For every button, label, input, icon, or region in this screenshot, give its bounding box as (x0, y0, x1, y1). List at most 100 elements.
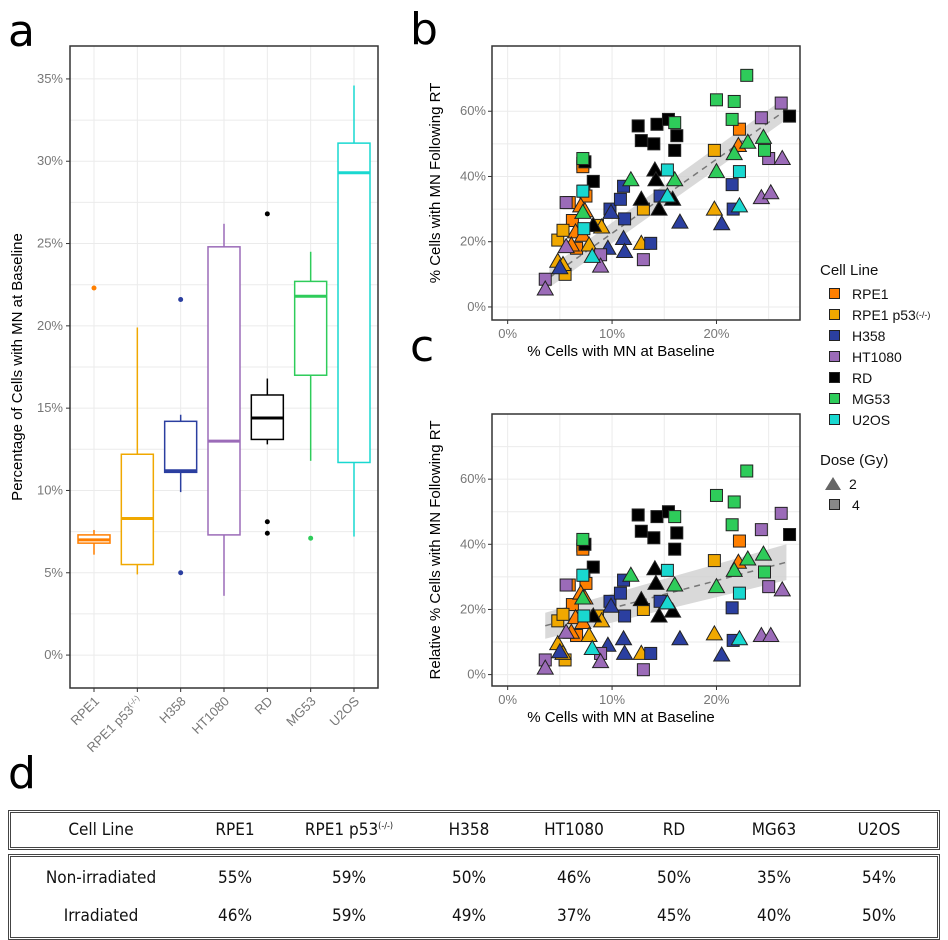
header-text: Cell Line (68, 820, 134, 840)
table-body: Non-irradiated 55% 59% 50% 46% 50% 35% 54% Irrad… (8, 854, 940, 940)
data-point-square (586, 560, 600, 574)
data-point-square (762, 580, 776, 594)
data-point-triangle (712, 214, 731, 231)
data-point-square (725, 112, 739, 126)
plot-border (491, 413, 801, 687)
table-cell: 59% (332, 868, 366, 888)
table-header-row: Cell Line RPE1 RPE1 p53(-/-) H358 HT1080 RD MG… (8, 810, 940, 850)
table-cell: 50% (452, 868, 486, 888)
data-point-square (670, 526, 684, 540)
legend-label: H358 (852, 327, 886, 344)
table-cell: 49% (452, 906, 486, 926)
data-point-square (559, 196, 573, 210)
data-point-square (631, 508, 645, 522)
table-cell: 50% (657, 868, 691, 888)
y-tick-label: 20% (460, 601, 486, 616)
data-point-triangle (754, 545, 773, 561)
y-tick-label: 60% (460, 103, 486, 118)
legend-label: U2OS (852, 411, 891, 428)
outlier-point (178, 297, 184, 303)
legend: Cell Line RPE1 RPE1 p53 (-/-) H358 HT1080 RD M… (820, 262, 948, 515)
data-point-square (668, 143, 682, 157)
table-header-cell: RD (629, 820, 719, 840)
table-header-cell: HT1080 (519, 820, 629, 840)
x-tick-label: 10% (599, 692, 625, 707)
data-point-square (732, 122, 746, 136)
data-point-square (668, 542, 682, 556)
box-rpe1-p53 (120, 327, 155, 575)
data-point-square (670, 129, 684, 143)
data-point-triangle (591, 652, 610, 669)
data-point-triangle (573, 203, 592, 219)
header-sup: (-/-) (378, 821, 394, 832)
data-point-triangle (658, 593, 677, 610)
y-tick-label: 30% (37, 153, 63, 168)
plot-border (491, 45, 801, 321)
data-point-square (732, 165, 746, 179)
outlier-point (91, 285, 97, 291)
header-text: HT1080 (544, 820, 604, 840)
x-tick-label: 10% (599, 326, 625, 341)
outlier-point (264, 211, 270, 217)
y-tick-label: 15% (37, 400, 63, 415)
data-point-triangle (707, 162, 726, 179)
legend-label: 4 (852, 496, 860, 513)
data-point-square (576, 568, 590, 582)
header-text: U2OS (857, 820, 901, 840)
box-iqr (120, 453, 155, 566)
data-point-square (556, 607, 570, 621)
data-point-triangle (557, 237, 575, 254)
data-point-square (668, 510, 682, 524)
legend-swatch (829, 330, 840, 341)
data-point-square (774, 506, 788, 520)
outlier-point (264, 530, 270, 536)
y-tick-label: 40% (460, 168, 486, 183)
data-point-triangle (615, 242, 634, 258)
data-point-square (559, 578, 573, 592)
box-u2os (337, 85, 371, 537)
table-header-cell: H358 (419, 820, 519, 840)
triangle-icon (825, 477, 841, 490)
data-point-square (576, 184, 590, 198)
data-point-triangle (580, 626, 598, 643)
data-point-square (725, 518, 739, 532)
data-point-triangle (647, 574, 665, 590)
table-cell: 54% (862, 868, 896, 888)
y-tick-label: 60% (460, 471, 486, 486)
table-row: Non-irradiated 55% 59% 50% 46% 50% 35% 54% (11, 859, 937, 897)
data-point-triangle (646, 559, 664, 576)
data-point-triangle (602, 203, 620, 219)
data-point-triangle (557, 623, 575, 639)
data-point-triangle (536, 280, 555, 296)
data-point-square (577, 609, 591, 623)
box-iqr (207, 246, 241, 536)
data-point-square (725, 178, 739, 192)
data-point-triangle (773, 149, 792, 166)
data-point-triangle (551, 258, 569, 275)
table-cell: 59% (332, 906, 366, 926)
legend-label: HT1080 (852, 348, 902, 365)
data-point-square (565, 598, 579, 612)
y-axis-label: % Cells with MN Following RT (427, 83, 444, 284)
x-axis-label: % Cells with MN at Baseline (527, 709, 715, 726)
data-point-triangle (773, 580, 792, 597)
data-point-square (636, 663, 650, 677)
data-point-square (556, 223, 570, 237)
box-iqr (337, 142, 371, 464)
x-tick-label: 20% (703, 692, 729, 707)
table-cell: 46% (557, 868, 591, 888)
data-point-square (634, 134, 648, 148)
x-tick-label: 0% (498, 326, 517, 341)
legend-label: RPE1 p53 (852, 306, 916, 323)
data-point-square (707, 143, 721, 157)
data-point-triangle (725, 144, 744, 161)
legend-label: RPE1 (852, 285, 889, 302)
summary-table: Cell Line RPE1 RPE1 p53(-/-) H358 HT1080 RD MG… (8, 810, 940, 940)
data-point-triangle (591, 257, 610, 273)
row-label: Non-irradiated (45, 868, 157, 888)
table-cell: 40% (757, 906, 791, 926)
data-point-square (647, 137, 661, 151)
data-point-triangle (665, 170, 684, 187)
